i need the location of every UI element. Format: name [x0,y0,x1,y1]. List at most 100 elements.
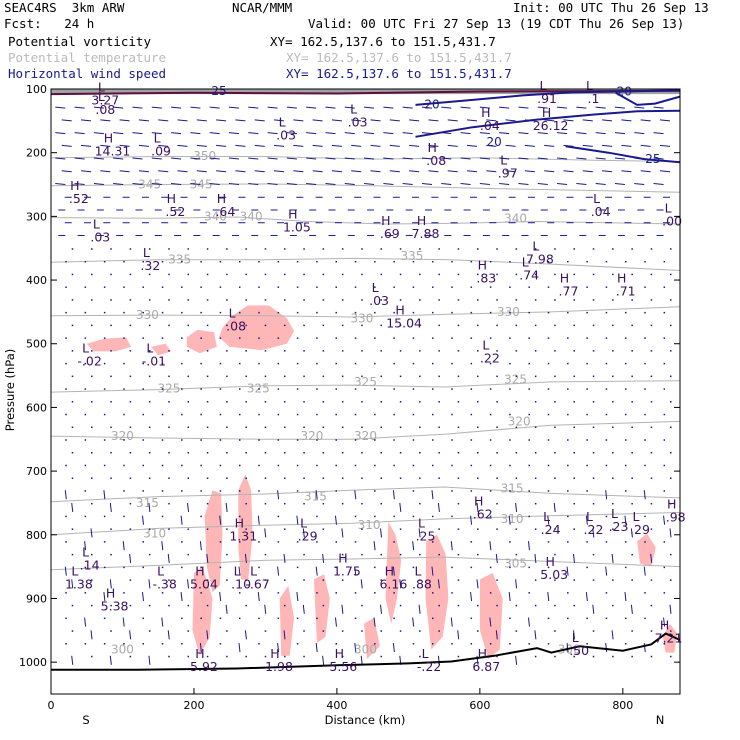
pv-extremum-value: 3.27 [91,92,119,107]
wind-arrow [486,144,497,147]
wind-dot [110,630,112,632]
pv-extremum-value: -.01 [142,353,166,368]
wind-dot [554,655,556,658]
wind-arrow [264,528,267,538]
wind-dot [644,515,646,518]
wind-dot [168,299,170,301]
wind-dot [129,401,132,403]
wind-dot [303,324,305,327]
wind-dot [547,643,550,645]
wind-dot [509,439,511,441]
wind-arrow [351,170,362,173]
wind-dot [496,299,498,301]
wind-dot [489,311,492,314]
wind-arrow [167,553,170,563]
wind-dot [573,324,575,327]
pv-fill-region-4 [238,474,253,580]
wind-arrow [196,144,207,147]
wind-dot [142,617,144,620]
wind-dot [457,426,460,429]
wind-dot [534,426,537,429]
wind-dot [393,413,395,416]
x-tick-label-0: 0 [48,699,55,712]
pv-extremum-30: L.22 [480,337,500,365]
pv-extremum-value: .10 [231,576,251,591]
wind-dot [573,273,575,276]
wind-dot [238,592,241,594]
wind-arrow [331,144,342,147]
wind-dot [496,452,498,454]
pv-extremum-type: H [395,302,404,317]
wind-dot [303,630,305,632]
upper-shading [50,89,681,96]
wind-dot [226,350,228,352]
wind-dot [142,286,144,288]
wind-dot [187,477,190,479]
theta-label-10: 330 [497,305,520,319]
wind-dot [200,439,202,441]
wind-dot [161,566,164,569]
wind-dot [592,350,595,352]
pv-extremum-value: .32 [140,258,160,273]
wind-dot [168,426,170,429]
wind-dot [303,553,305,556]
wind-dot [399,375,402,378]
wind-arrow [466,170,478,173]
wind-dot [592,375,595,378]
wind-dot [631,299,633,301]
wind-dot [631,502,633,505]
wind-dot [496,273,498,276]
pv-extremum-11: L.32 [140,245,160,273]
wind-dot [354,413,357,416]
wind-arrow [322,655,325,665]
wind-arrow [209,157,220,160]
wind-dot [457,604,460,607]
pv-fill-region-8 [314,574,330,644]
wind-dot [200,490,202,492]
wind-dot [509,337,511,339]
theta-label-25: 305 [504,556,527,570]
pv-extremum-value: .04 [591,204,611,219]
wind-dot [335,260,337,263]
pv-extremum-type: L [414,563,421,578]
wind-dot [206,299,209,301]
wind-arrow [61,119,72,122]
wind-arrow [383,132,394,135]
wind-dot [496,375,498,378]
wind-arrow [354,642,357,653]
y-tick-label-200: 200 [26,147,47,160]
wind-dot [554,528,556,530]
wind-dot [84,643,87,645]
theta-label-15: 320 [111,429,134,443]
pv-extremum-value: .62 [473,506,493,521]
wind-arrow [273,119,285,122]
wind-dot [123,388,125,390]
theta-label-17: 320 [354,429,377,443]
pv-extremum-type: L [93,216,100,231]
wind-dot [419,324,421,327]
wind-dot [206,375,209,378]
wind-dot [303,502,305,505]
wind-dot [322,299,325,301]
wind-arrow [293,170,304,173]
y-tick-label-700: 700 [26,465,47,478]
wind-dot [258,286,260,288]
wind-dot [206,579,209,581]
wind-dot [110,401,112,403]
pv-extremum-type: L [98,89,105,104]
wind-dot [354,286,357,288]
wind-dot [554,579,556,581]
wind-arrow [238,566,241,576]
pv-extremum-type: H [542,105,551,120]
pv-extremum-42: H5.38 [101,586,129,614]
pv-extremum-type: H [70,178,79,193]
wind-dot [91,553,93,556]
wind-dot [303,579,305,581]
wind-arrow [167,630,170,640]
wind-dot [110,299,112,301]
wind-dot [509,388,511,390]
wind-dot [71,273,74,276]
wind-dot [71,452,74,454]
pv-extremum-value: -.38 [152,576,176,591]
wind-dot [496,248,498,250]
